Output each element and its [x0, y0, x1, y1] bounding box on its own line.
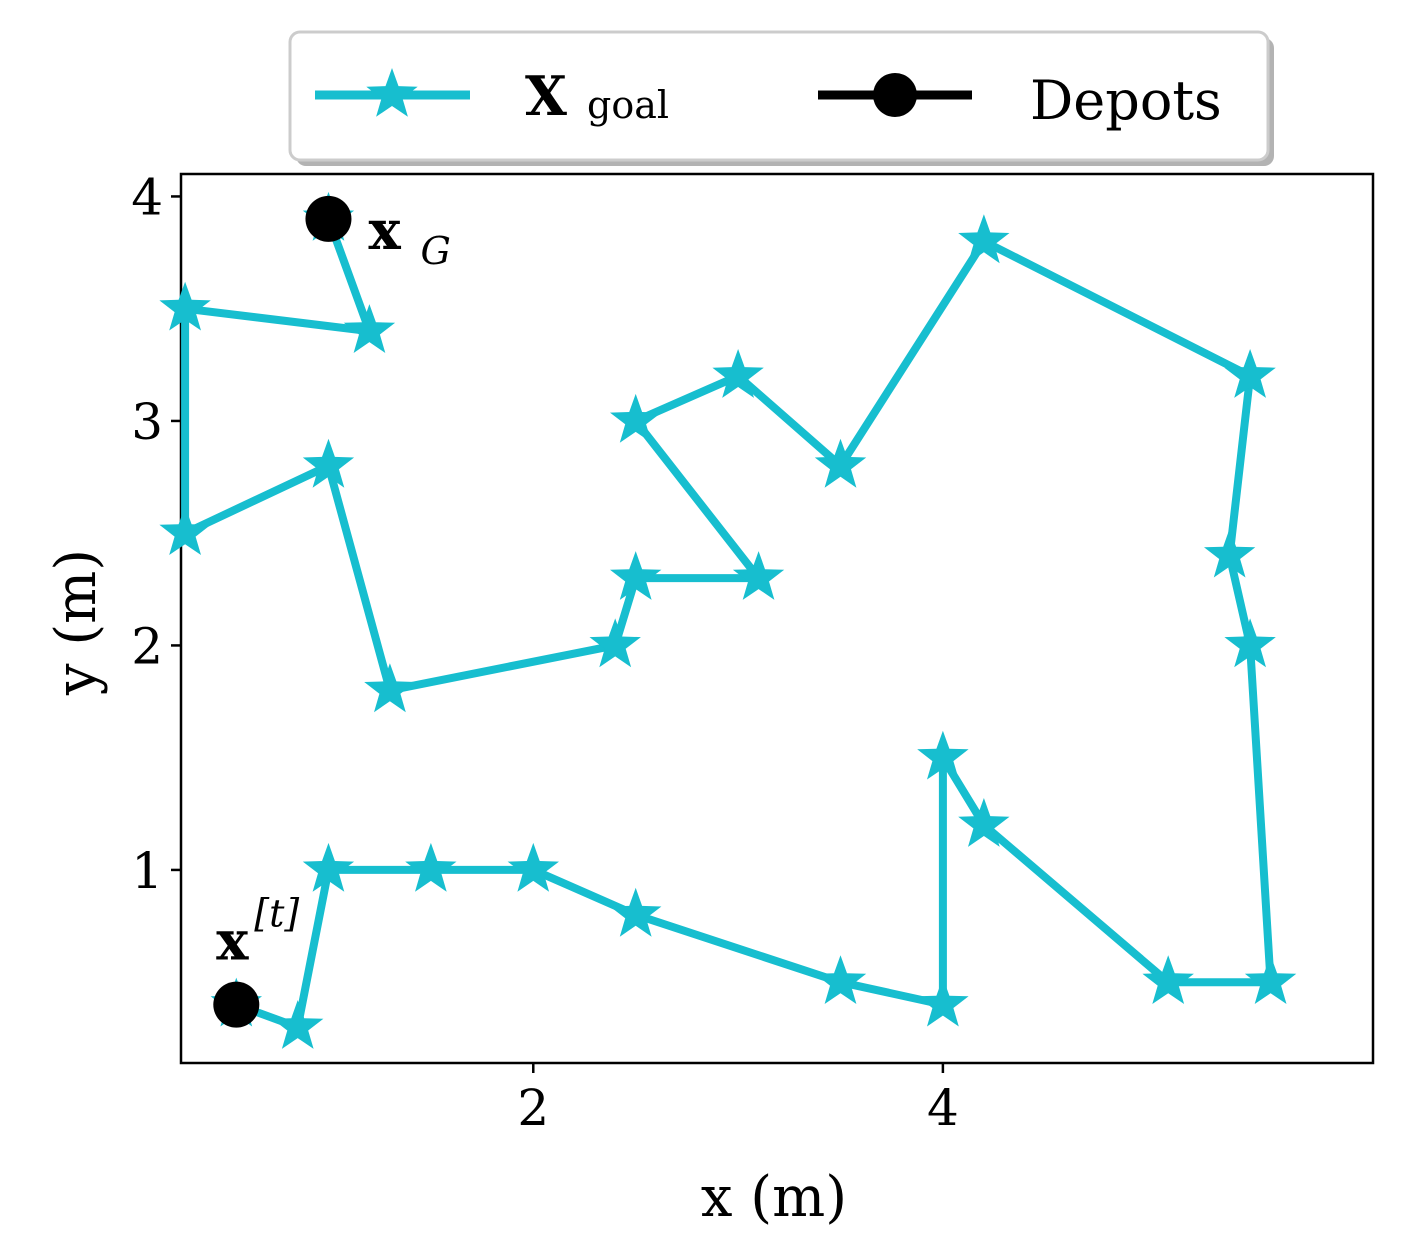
y-tick-label: 4 [131, 168, 163, 226]
series-lines [181, 217, 1275, 1032]
goal-star-marker [610, 393, 662, 443]
goal-star-marker [917, 730, 969, 780]
x-tick-label: 2 [517, 1079, 549, 1137]
goal-star-marker [917, 977, 969, 1027]
ticks: 2 4 1 2 3 4 [131, 168, 959, 1137]
goal-star-marker [712, 349, 764, 398]
goal-star-marker [507, 842, 559, 892]
goal-star-marker [1142, 955, 1194, 1004]
goal-star-marker [159, 506, 211, 555]
goal-star-marker [364, 663, 416, 713]
y-axis-label: y (m) [44, 549, 109, 696]
legend: X goal Depots [288, 30, 1274, 166]
goal-star-marker [343, 304, 396, 353]
x-tick-label: 4 [927, 1079, 959, 1137]
goal-star-marker [814, 438, 867, 488]
annotation-goal-label: x [368, 198, 401, 262]
depot-marker [305, 195, 352, 242]
y-tick-label: 1 [131, 842, 163, 900]
goal-star-marker [302, 438, 355, 488]
goal-star-marker [610, 887, 662, 937]
goal-star-marker [814, 955, 867, 1004]
legend-frame [288, 30, 1270, 162]
y-tick-label: 3 [131, 393, 163, 451]
goal-star-marker [958, 214, 1010, 264]
goal-star-marker [272, 1000, 324, 1049]
legend-goal-subscript: goal [587, 83, 669, 127]
legend-goal-label: X [525, 64, 567, 128]
annotation-start-superscript: [t] [254, 892, 299, 936]
goal-star-marker [1244, 955, 1297, 1004]
goal-star-marker [1224, 618, 1276, 668]
annotations: x [t]x G [216, 198, 451, 973]
depot-marker [213, 981, 260, 1028]
goal-series-line [181, 217, 1275, 1032]
plot-area [179, 172, 1375, 1065]
goal-star-marker [589, 618, 641, 668]
goal-star-marker [610, 551, 662, 600]
goal-star-marker [1224, 349, 1276, 398]
annotation-start-label: x [216, 909, 249, 973]
goal-star-marker [302, 842, 355, 892]
goal-star-marker [405, 842, 457, 892]
goal-star-marker [159, 281, 211, 331]
goal-star-marker [958, 798, 1010, 847]
legend-depot-circle-icon [873, 73, 917, 117]
goal-star-marker [1204, 528, 1256, 578]
markers [159, 191, 1297, 1049]
x-axis-label: x (m) [701, 1165, 847, 1230]
goal-star-marker [732, 551, 785, 600]
legend-depot-label: Depots [1030, 69, 1222, 132]
y-tick-label: 2 [131, 617, 163, 675]
legend-goal-star-icon [366, 68, 418, 117]
annotation-goal-subscript: G [420, 229, 450, 273]
